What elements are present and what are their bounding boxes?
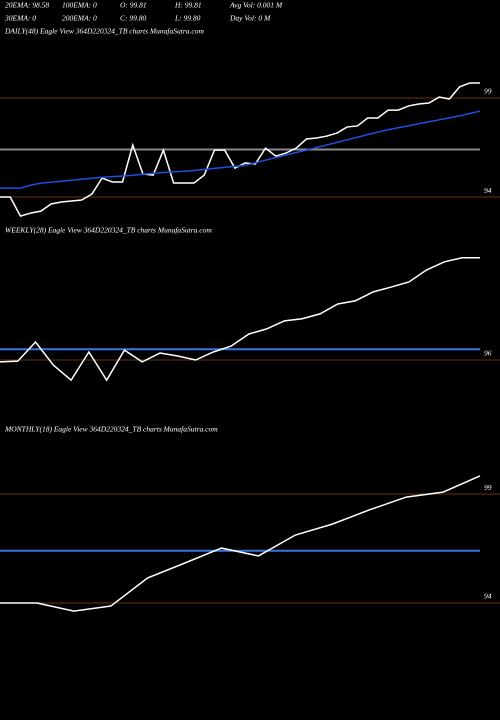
panel-title: DAILY(48) Eagle View 364D220324_TB chart… [4, 27, 204, 36]
y-tick-label: 99 [484, 87, 492, 96]
stat-label: Avg Vol: 0.001 M [229, 1, 283, 10]
panel-title: WEEKLY(28) Eagle View 364D220324_TB char… [5, 226, 212, 235]
stat-label: H: 99.81 [174, 1, 202, 10]
stat-label: L: 99.80 [174, 14, 201, 23]
price-line [0, 475, 481, 612]
panel-title: MONTHLY(18) Eagle View 364D220324_TB cha… [4, 425, 218, 434]
y-tick-label: 96 [484, 349, 492, 358]
price-line [0, 257, 480, 382]
stat-label: 200EMA: 0 [62, 14, 97, 23]
y-tick-label: 94 [484, 186, 492, 195]
stat-label: 100EMA: 0 [62, 1, 97, 10]
stat-label: 30EMA: 0 [4, 14, 36, 23]
price-line [0, 110, 481, 189]
y-tick-label: 94 [484, 592, 492, 601]
y-tick-label: 99 [484, 483, 492, 492]
stat-label: Day Vol: 0 M [229, 14, 271, 23]
stat-label: 20EMA: 98.58 [5, 1, 49, 10]
stat-label: O: 99.81 [120, 1, 147, 10]
stat-label: C: 99.80 [120, 14, 147, 23]
